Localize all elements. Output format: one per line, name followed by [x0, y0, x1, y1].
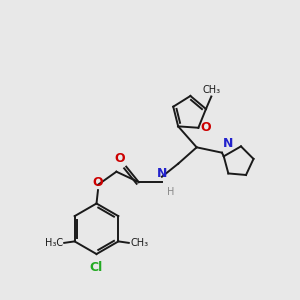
- Text: N: N: [223, 137, 233, 150]
- Text: Cl: Cl: [90, 261, 103, 274]
- Text: O: O: [114, 152, 125, 165]
- Text: O: O: [93, 176, 103, 189]
- Text: H: H: [167, 187, 175, 196]
- Text: O: O: [201, 121, 212, 134]
- Text: H₃C: H₃C: [45, 238, 63, 248]
- Text: N: N: [157, 167, 167, 180]
- Text: CH₃: CH₃: [202, 85, 220, 95]
- Text: CH₃: CH₃: [130, 238, 148, 248]
